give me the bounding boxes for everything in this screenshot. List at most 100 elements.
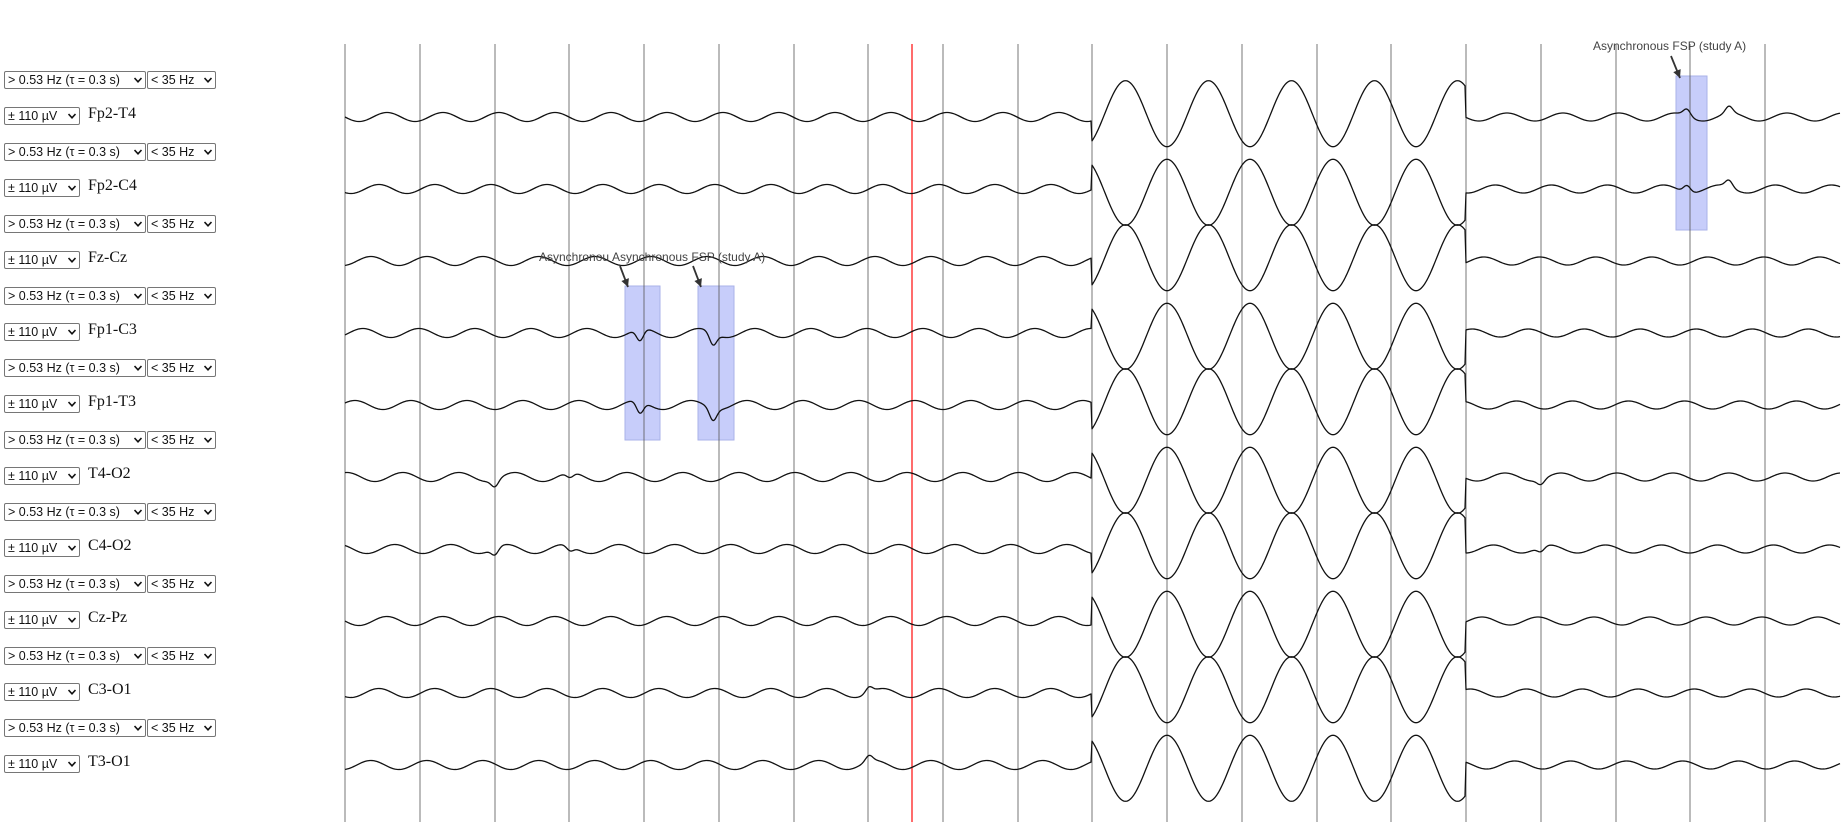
- lowpass-select[interactable]: < 35 Hz: [147, 359, 216, 377]
- lowpass-select[interactable]: < 35 Hz: [147, 719, 216, 737]
- eeg-trace: [344, 302, 1841, 370]
- annotation-region[interactable]: [697, 285, 735, 441]
- gain-select[interactable]: ± 110 µV: [4, 323, 80, 341]
- annotation-region[interactable]: [1675, 75, 1708, 231]
- highpass-select[interactable]: > 0.53 Hz (τ = 0.3 s): [4, 575, 146, 593]
- highpass-value: > 0.53 Hz (τ = 0.3 s): [8, 361, 120, 375]
- channel-row: > 0.53 Hz (τ = 0.3 s) < 35 Hz ± 110 µV T3-O…: [4, 710, 294, 773]
- channel-row: > 0.53 Hz (τ = 0.3 s) < 35 Hz ± 110 µV C3-O…: [4, 638, 294, 701]
- highpass-select[interactable]: > 0.53 Hz (τ = 0.3 s): [4, 503, 146, 521]
- highpass-select[interactable]: > 0.53 Hz (τ = 0.3 s): [4, 143, 146, 161]
- lowpass-select[interactable]: < 35 Hz: [147, 647, 216, 665]
- channel-row: > 0.53 Hz (τ = 0.3 s) < 35 Hz ± 110 µV Fp1-…: [4, 350, 294, 413]
- gain-select[interactable]: ± 110 µV: [4, 755, 80, 773]
- gain-select[interactable]: ± 110 µV: [4, 539, 80, 557]
- channel-row: > 0.53 Hz (τ = 0.3 s) < 35 Hz ± 110 µV Fz-C…: [4, 206, 294, 269]
- lowpass-value: < 35 Hz: [151, 217, 195, 231]
- eeg-trace: [344, 158, 1841, 226]
- annotation-label[interactable]: Asynchronou: [539, 250, 609, 264]
- highpass-select[interactable]: > 0.53 Hz (τ = 0.3 s): [4, 719, 146, 737]
- channel-label: Cz-Pz: [88, 609, 128, 626]
- highpass-select[interactable]: > 0.53 Hz (τ = 0.3 s): [4, 359, 146, 377]
- highpass-value: > 0.53 Hz (τ = 0.3 s): [8, 217, 120, 231]
- lowpass-value: < 35 Hz: [151, 73, 195, 87]
- gain-select[interactable]: ± 110 µV: [4, 251, 80, 269]
- arrow-down-icon: [1673, 69, 1681, 78]
- annotation-label[interactable]: Asynchronous FSP (study A): [1593, 39, 1746, 53]
- channel-controls: > 0.53 Hz (τ = 0.3 s) < 35 Hz ± 110 µV Fp2-…: [0, 0, 300, 831]
- arrow-down-icon: [621, 278, 629, 287]
- gain-value: ± 110 µV: [8, 109, 58, 123]
- gain-value: ± 110 µV: [8, 397, 58, 411]
- lowpass-select[interactable]: < 35 Hz: [147, 143, 216, 161]
- channel-label: C3-O1: [88, 681, 132, 698]
- highpass-value: > 0.53 Hz (τ = 0.3 s): [8, 505, 120, 519]
- highpass-select[interactable]: > 0.53 Hz (τ = 0.3 s): [4, 431, 146, 449]
- gain-value: ± 110 µV: [8, 541, 58, 555]
- lowpass-value: < 35 Hz: [151, 433, 195, 447]
- channel-row: > 0.53 Hz (τ = 0.3 s) < 35 Hz ± 110 µV Cz-P…: [4, 566, 294, 629]
- highpass-value: > 0.53 Hz (τ = 0.3 s): [8, 289, 120, 303]
- lowpass-select[interactable]: < 35 Hz: [147, 575, 216, 593]
- eeg-trace: [344, 590, 1841, 658]
- highpass-value: > 0.53 Hz (τ = 0.3 s): [8, 721, 120, 735]
- highpass-select[interactable]: > 0.53 Hz (τ = 0.3 s): [4, 647, 146, 665]
- lowpass-value: < 35 Hz: [151, 721, 195, 735]
- channel-label: Fp1-C3: [88, 321, 137, 338]
- gain-value: ± 110 µV: [8, 613, 58, 627]
- eeg-trace: [344, 224, 1841, 292]
- highpass-value: > 0.53 Hz (τ = 0.3 s): [8, 433, 120, 447]
- gain-select[interactable]: ± 110 µV: [4, 683, 80, 701]
- channel-label: Fp2-T4: [88, 105, 136, 122]
- channel-label: Fp2-C4: [88, 177, 137, 194]
- channel-row: > 0.53 Hz (τ = 0.3 s) < 35 Hz ± 110 µV Fp2-…: [4, 62, 294, 125]
- channel-label: C4-O2: [88, 537, 132, 554]
- eeg-trace: [344, 512, 1841, 580]
- lowpass-value: < 35 Hz: [151, 505, 195, 519]
- arrow-down-icon: [694, 278, 702, 287]
- lowpass-select[interactable]: < 35 Hz: [147, 503, 216, 521]
- annotation-region[interactable]: [624, 285, 661, 441]
- lowpass-value: < 35 Hz: [151, 145, 195, 159]
- highpass-select[interactable]: > 0.53 Hz (τ = 0.3 s): [4, 215, 146, 233]
- lowpass-select[interactable]: < 35 Hz: [147, 215, 216, 233]
- lowpass-select[interactable]: < 35 Hz: [147, 287, 216, 305]
- highpass-select[interactable]: > 0.53 Hz (τ = 0.3 s): [4, 287, 146, 305]
- gain-select[interactable]: ± 110 µV: [4, 395, 80, 413]
- gain-value: ± 110 µV: [8, 181, 58, 195]
- lowpass-value: < 35 Hz: [151, 649, 195, 663]
- highpass-value: > 0.53 Hz (τ = 0.3 s): [8, 649, 120, 663]
- channel-row: > 0.53 Hz (τ = 0.3 s) < 35 Hz ± 110 µV T4-O…: [4, 422, 294, 485]
- gain-value: ± 110 µV: [8, 253, 58, 267]
- gain-value: ± 110 µV: [8, 469, 58, 483]
- highpass-select[interactable]: > 0.53 Hz (τ = 0.3 s): [4, 71, 146, 89]
- highpass-value: > 0.53 Hz (τ = 0.3 s): [8, 73, 120, 87]
- lowpass-select[interactable]: < 35 Hz: [147, 71, 216, 89]
- channel-label: T3-O1: [88, 753, 131, 770]
- lowpass-select[interactable]: < 35 Hz: [147, 431, 216, 449]
- highpass-value: > 0.53 Hz (τ = 0.3 s): [8, 577, 120, 591]
- gain-value: ± 110 µV: [8, 325, 58, 339]
- eeg-trace: [344, 446, 1841, 514]
- lowpass-value: < 35 Hz: [151, 577, 195, 591]
- lowpass-value: < 35 Hz: [151, 361, 195, 375]
- highpass-value: > 0.53 Hz (τ = 0.3 s): [8, 145, 120, 159]
- annotation-label[interactable]: Asynchronous FSP (study A): [612, 250, 765, 264]
- channel-row: > 0.53 Hz (τ = 0.3 s) < 35 Hz ± 110 µV C4-O…: [4, 494, 294, 557]
- gain-select[interactable]: ± 110 µV: [4, 467, 80, 485]
- gain-select[interactable]: ± 110 µV: [4, 107, 80, 125]
- channel-label: Fz-Cz: [88, 249, 128, 266]
- channel-row: > 0.53 Hz (τ = 0.3 s) < 35 Hz ± 110 µV Fp1-…: [4, 278, 294, 341]
- eeg-trace: [344, 734, 1841, 802]
- eeg-trace: [344, 656, 1841, 724]
- eeg-trace: [344, 368, 1841, 436]
- channel-label: T4-O2: [88, 465, 131, 482]
- channel-row: > 0.53 Hz (τ = 0.3 s) < 35 Hz ± 110 µV Fp2-…: [4, 134, 294, 197]
- gain-value: ± 110 µV: [8, 757, 58, 771]
- lowpass-value: < 35 Hz: [151, 289, 195, 303]
- gain-select[interactable]: ± 110 µV: [4, 611, 80, 629]
- gain-select[interactable]: ± 110 µV: [4, 179, 80, 197]
- channel-label: Fp1-T3: [88, 393, 136, 410]
- eeg-trace: [344, 80, 1841, 148]
